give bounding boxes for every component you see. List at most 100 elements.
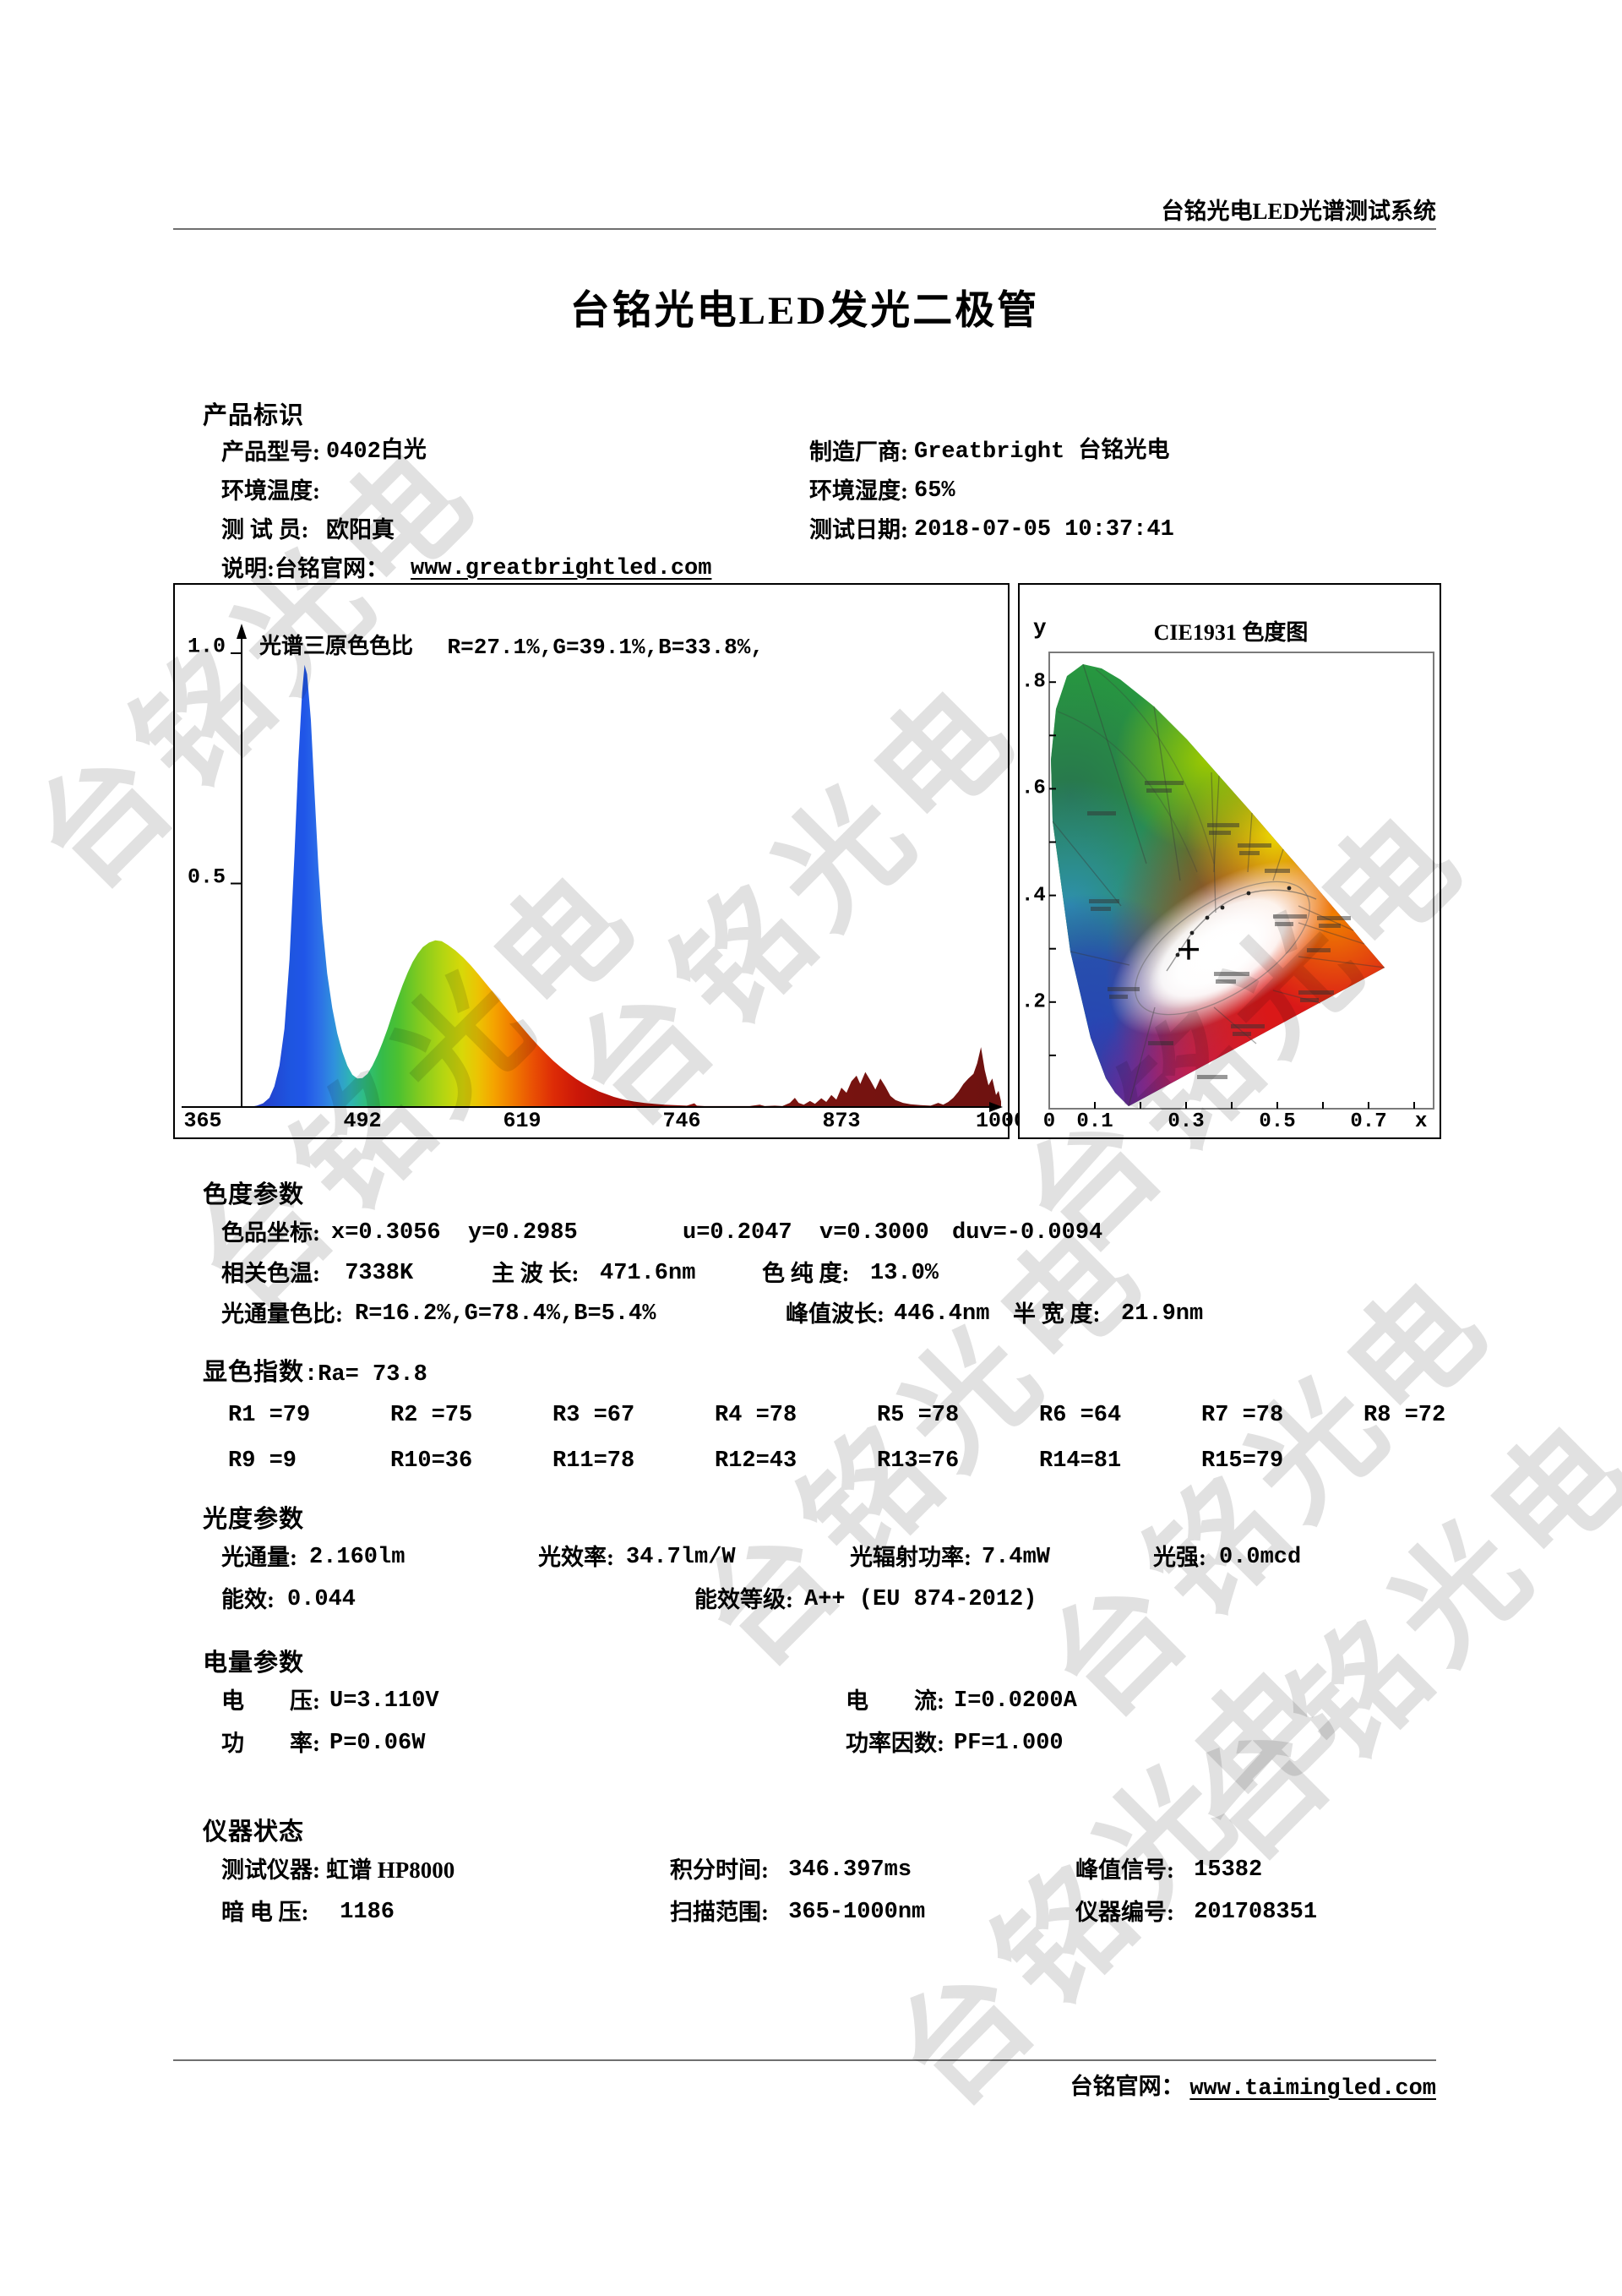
ambient-temp-label: 环境温度: bbox=[221, 478, 320, 504]
radiant-power-label: 光辐射功率: bbox=[850, 1545, 972, 1570]
flux-ratio-value: R=16.2%,G=78.4%,B=5.4% bbox=[355, 1301, 656, 1327]
cie-title: CIE1931 色度图 bbox=[1153, 620, 1309, 645]
peak-wavelength-label: 峰值波长: bbox=[786, 1301, 884, 1327]
cie-x-axis-label: x bbox=[1415, 1110, 1428, 1133]
intensity-label: 光强: bbox=[1153, 1545, 1206, 1570]
cie-y-tick: .8 bbox=[1021, 670, 1046, 694]
page-footer: 台铭官网： www.taimingled.com bbox=[173, 2068, 1436, 2102]
product-row-3: 测 试 员: 欧阳真 测试日期: 2018-07-05 10:37:41 bbox=[221, 512, 1489, 548]
section-title-electrical: 电量参数 bbox=[203, 1650, 305, 1677]
planckian-locus bbox=[1135, 881, 1317, 1016]
company-website-link[interactable]: www.greatbrightled.com bbox=[411, 556, 712, 581]
cie-y-tick-labels: .8 .6 .4 .2 bbox=[1020, 585, 1048, 1137]
peak-signal-value: 15382 bbox=[1180, 1857, 1263, 1883]
cri-value: R12=43 bbox=[715, 1448, 797, 1474]
scan-range-label: 扫描范围: bbox=[670, 1900, 769, 1925]
instrument-row-2: 暗 电 压: 1186 扫描范围: 365-1000nm 仪器编号: 20170… bbox=[221, 1895, 1489, 1930]
chromaticity-row-1: 色品坐标: x=0.3056 y=0.2985 u=0.2047 v=0.300… bbox=[221, 1215, 1489, 1251]
cie-point-marker bbox=[1178, 939, 1199, 960]
flux-ratio-label: 光通量色比: bbox=[221, 1301, 343, 1327]
cie-chart: y CIE1931 色度图 bbox=[1018, 583, 1441, 1139]
header-rule bbox=[173, 228, 1436, 230]
luminous-flux-value: 2.160lm bbox=[309, 1545, 406, 1570]
spectrum-x-tick: 365 bbox=[183, 1109, 222, 1133]
purity-value: 13.0% bbox=[870, 1261, 939, 1286]
voltage-label: 电 压: bbox=[221, 1688, 320, 1714]
photometric-row-1: 光通量: 2.160lm 光效率: 34.7lm/W 光辐射功率: 7.4mW … bbox=[221, 1540, 1489, 1575]
cri-value: R5 =78 bbox=[877, 1403, 960, 1428]
efficiency-label: 能效: bbox=[221, 1587, 275, 1612]
section-title-cri: 显色指数 bbox=[203, 1359, 305, 1386]
ra-label: :Ra= bbox=[304, 1362, 359, 1388]
serial-number-value: 201708351 bbox=[1180, 1900, 1318, 1925]
cie-y-tick: .4 bbox=[1021, 884, 1046, 908]
cri-value: R13=76 bbox=[877, 1448, 960, 1474]
note-label: 说明:台铭官网： bbox=[221, 556, 389, 581]
cie-x-tick: 0 bbox=[1042, 1110, 1056, 1133]
ra-value: 73.8 bbox=[358, 1362, 427, 1388]
coord-uv-value: u=0.2047 v=0.3000 bbox=[683, 1220, 929, 1246]
product-row-1: 产品型号: 0402白光 制造厂商: Greatbright 台铭光电 bbox=[221, 434, 1489, 470]
cri-value: R9 =9 bbox=[228, 1448, 297, 1474]
electrical-row-1: 电 压: U=3.110V 电 流: I=0.0200A bbox=[221, 1683, 1489, 1719]
cri-value: R8 =72 bbox=[1363, 1403, 1446, 1428]
cri-value: R4 =78 bbox=[715, 1403, 797, 1428]
current-label: 电 流: bbox=[846, 1688, 944, 1714]
chromaticity-row-3: 光通量色比: R=16.2%,G=78.4%,B=5.4% 峰值波长: 446.… bbox=[221, 1296, 1489, 1332]
energy-class-value: A++ (EU 874-2012) bbox=[804, 1587, 1037, 1612]
serial-number-label: 仪器编号: bbox=[1075, 1900, 1174, 1925]
spectrum-x-tick: 746 bbox=[662, 1109, 701, 1133]
product-row-4: 说明:台铭官网： www.greatbrightled.com bbox=[221, 551, 1489, 586]
half-width-value: 21.9nm bbox=[1121, 1301, 1204, 1327]
dominant-wavelength-label: 主 波 长: bbox=[492, 1261, 580, 1286]
spectrum-y-tick: 0.5 bbox=[187, 864, 226, 889]
product-row-2: 环境温度: 环境湿度: 65% bbox=[221, 473, 1489, 509]
radiant-power-value: 7.4mW bbox=[982, 1545, 1051, 1570]
current-value: I=0.0200A bbox=[954, 1688, 1077, 1714]
spectrum-plot bbox=[182, 624, 1003, 1112]
spectrum-annotation: 光谱三原色色比 R=27.1%,G=39.1%,B=33.8%, bbox=[259, 629, 764, 660]
spectrum-y-tick-labels: 1.0 0.5 bbox=[175, 585, 234, 1137]
efficacy-label: 光效率: bbox=[538, 1545, 614, 1570]
model-label: 产品型号: bbox=[221, 439, 320, 465]
luminous-flux-label: 光通量: bbox=[221, 1545, 297, 1570]
power-value: P=0.06W bbox=[329, 1731, 426, 1756]
footer-website-link[interactable]: www.taimingled.com bbox=[1189, 2076, 1436, 2102]
footer-rule bbox=[173, 2059, 1436, 2061]
cct-label: 相关色温: bbox=[221, 1261, 320, 1286]
section-title-photometric: 光度参数 bbox=[203, 1506, 305, 1533]
spectrum-y-tick: 1.0 bbox=[187, 634, 226, 659]
section-title-product: 产品标识 bbox=[203, 402, 305, 429]
cie-x-tick-labels: 0 0.1 0.3 0.5 0.7 bbox=[1020, 1110, 1440, 1136]
voltage-value: U=3.110V bbox=[329, 1688, 439, 1714]
cie-region-boundaries bbox=[1052, 663, 1385, 1107]
test-date-label: 测试日期: bbox=[809, 517, 908, 543]
humidity-value: 65% bbox=[914, 478, 955, 504]
cie-region-label-marks bbox=[1087, 781, 1351, 1079]
watermark-text: 台铭光电 bbox=[677, 1196, 1173, 1693]
page-header: 台铭光电LED光谱测试系统 bbox=[1161, 199, 1436, 224]
spectrum-x-tick: 873 bbox=[822, 1109, 861, 1133]
half-width-label: 半 宽 度: bbox=[1013, 1301, 1101, 1327]
spectrum-rgb-ratio: R=27.1%,G=39.1%,B=33.8%, bbox=[447, 635, 764, 660]
x-axis-arrow bbox=[989, 1102, 1003, 1112]
cri-value: R10=36 bbox=[390, 1448, 473, 1474]
spectrum-x-tick: 619 bbox=[503, 1109, 542, 1133]
scan-range-value: 365-1000nm bbox=[775, 1900, 926, 1925]
manufacturer-label: 制造厂商: bbox=[809, 439, 908, 465]
test-date-value: 2018-07-05 10:37:41 bbox=[914, 517, 1174, 543]
manufacturer-value: Greatbright 台铭光电 bbox=[914, 439, 1170, 465]
test-instrument-value: 虹谱 HP8000 bbox=[326, 1857, 455, 1883]
energy-class-label: 能效等级: bbox=[694, 1587, 793, 1612]
cri-row-1: R1 =79 R2 =75 R3 =67 R4 =78 R5 =78 R6 =64 R7 =… bbox=[221, 1398, 1489, 1433]
chromaticity-row-2: 相关色温: 7338K 主 波 长: 471.6nm 色 纯 度: 13.0% bbox=[221, 1256, 1489, 1291]
cie-x-tick: 0.3 bbox=[1168, 1110, 1205, 1133]
dark-voltage-label: 暗 电 压: bbox=[221, 1900, 309, 1925]
cri-header-line: 显色指数:Ra= 73.8 bbox=[203, 1352, 427, 1388]
spectrum-x-tick-labels: 365 492 619 746 873 1000 bbox=[175, 1109, 1026, 1136]
integration-time-label: 积分时间: bbox=[670, 1857, 769, 1883]
photometric-row-2: 能效: 0.044 能效等级: A++ (EU 874-2012) bbox=[221, 1582, 1489, 1617]
cri-value: R7 =78 bbox=[1201, 1403, 1284, 1428]
efficiency-value: 0.044 bbox=[287, 1587, 357, 1612]
cie-y-tick: .2 bbox=[1021, 990, 1046, 1014]
